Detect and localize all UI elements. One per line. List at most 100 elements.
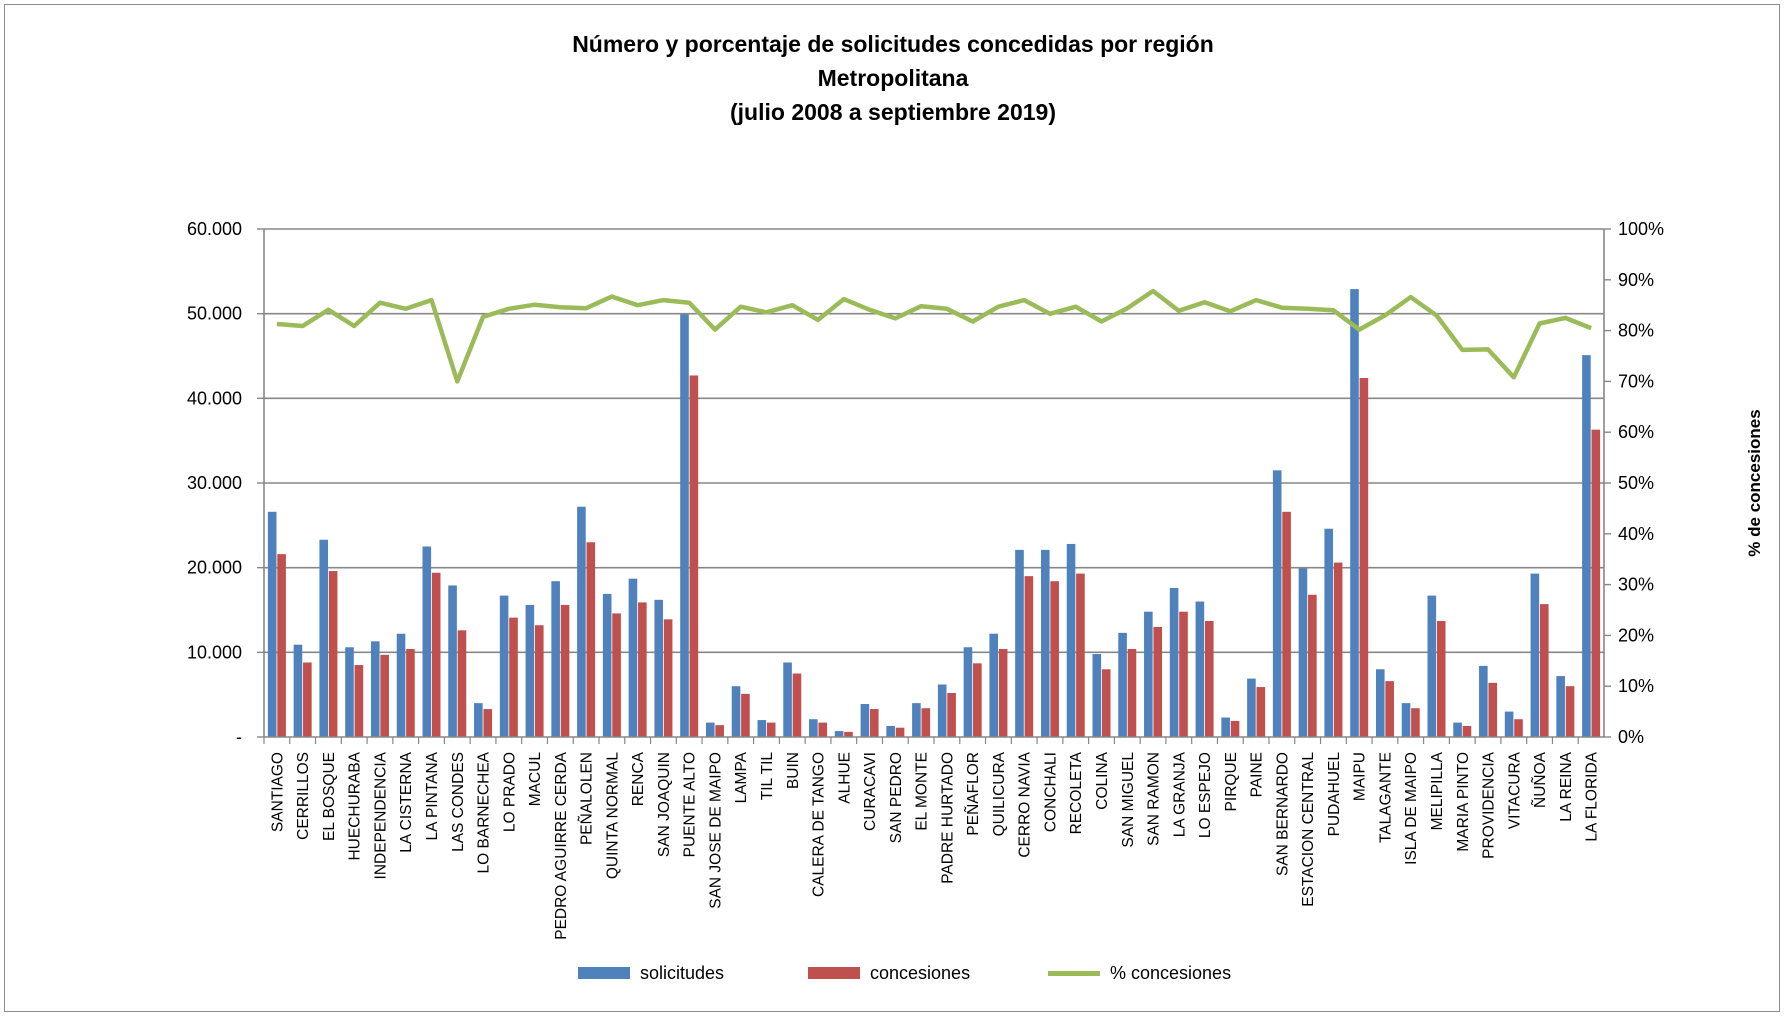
x-category-label: EL BOSQUE (321, 752, 338, 841)
bar-solicitudes (345, 647, 354, 737)
bar-concesiones (380, 654, 389, 737)
bar-concesiones (1333, 562, 1343, 737)
x-category-label: LO PRADO (501, 752, 518, 832)
bar-solicitudes (448, 585, 457, 737)
legend-label-pct: % concesiones (1110, 962, 1232, 983)
bar-solicitudes (809, 719, 818, 737)
bar-solicitudes (628, 578, 638, 737)
x-category-label: MARIA PINTO (1455, 752, 1472, 852)
x-category-label: QUINTA NORMAL (604, 752, 621, 880)
x-category-label: VITACURA (1506, 751, 1523, 829)
x-category-label: ESTACION CENTRAL (1300, 752, 1317, 907)
x-category-label: SAN JOSE DE MAIPO (707, 752, 724, 909)
bar-concesiones (1256, 687, 1266, 737)
bar-solicitudes (1375, 669, 1385, 737)
bar-concesiones (973, 663, 982, 737)
x-category-label: CERRILLOS (295, 752, 312, 840)
y2-tick-label: 90% (1618, 270, 1654, 290)
x-category-label: EL MONTE (914, 752, 931, 831)
bar-concesiones (1359, 378, 1369, 737)
x-category-label: PEÑAFLOR (965, 752, 982, 836)
axes (257, 228, 1611, 744)
x-category-label: ALHUE (836, 752, 853, 804)
bar-concesiones (1050, 581, 1059, 737)
legend-label-solicitudes: solicitudes (640, 962, 725, 983)
x-category-label: LAMPA (733, 751, 750, 803)
bar-concesiones (895, 727, 905, 737)
bar-solicitudes (1350, 289, 1359, 737)
pct-line-group (276, 288, 1592, 384)
legend-item-solicitudes: solicitudes (578, 958, 724, 988)
bar-concesiones (1230, 720, 1240, 737)
x-category-label: PIRQUE (1223, 752, 1240, 811)
bar-concesiones (741, 693, 750, 737)
legend-swatch-concesiones (808, 967, 860, 979)
bar-solicitudes (680, 314, 689, 737)
legend-swatch-pct (1048, 970, 1100, 976)
bar-solicitudes (757, 720, 767, 737)
bar-concesiones (1565, 686, 1575, 737)
bar-solicitudes (1092, 654, 1102, 737)
bar-concesiones (303, 662, 312, 737)
x-category-label: HUECHURABA (347, 751, 364, 860)
bar-concesiones (509, 617, 518, 737)
bar-solicitudes (1015, 549, 1024, 737)
bar-concesiones (792, 673, 802, 737)
bar-concesiones (483, 709, 493, 737)
bar-concesiones (406, 648, 415, 737)
bar-concesiones (869, 709, 879, 737)
bar-solicitudes (525, 604, 535, 737)
x-category-label: TALAGANTE (1377, 752, 1394, 843)
bar-concesiones (1204, 621, 1214, 737)
x-category-label: CALERA DE TANGO (811, 752, 828, 897)
x-category-label: TIL TIL (759, 752, 776, 801)
x-category-label: CERRO NAVIA (1017, 751, 1034, 857)
y2-tick-label: 60% (1618, 422, 1654, 442)
bar-solicitudes (1118, 632, 1127, 737)
x-category-label: PUDAHUEL (1326, 752, 1343, 837)
bar-solicitudes (1195, 601, 1205, 737)
y2-tick-label: 0% (1618, 727, 1644, 747)
bar-concesiones (1101, 669, 1111, 737)
y2-tick-label: 20% (1618, 625, 1654, 645)
x-category-label: RENCA (630, 751, 647, 806)
bar-concesiones (457, 630, 467, 737)
y-tick-label: 30.000 (187, 473, 242, 493)
y2-tick-label: 100% (1618, 219, 1664, 239)
bar-concesiones (1411, 708, 1420, 737)
y-tick-label: 10.000 (187, 642, 242, 662)
bar-solicitudes (499, 595, 509, 737)
bar-solicitudes (370, 641, 380, 737)
x-category-label: LAS CONDES (450, 752, 467, 852)
bar-concesiones (1153, 626, 1163, 737)
bar-solicitudes (654, 599, 664, 737)
bar-concesiones (1127, 648, 1137, 737)
bar-concesiones (1282, 511, 1291, 737)
x-category-label: LA PINTANA (424, 751, 441, 840)
chart-title-line-1: Número y porcentaje de solicitudes conce… (572, 31, 1214, 57)
bar-solicitudes (1040, 549, 1050, 737)
x-category-label: SAN RAMON (1146, 752, 1163, 846)
x-category-label: LA GRANJA (1171, 751, 1188, 837)
x-category-label: ISLA DE MAIPO (1403, 752, 1420, 865)
gridlines (264, 228, 1604, 654)
bar-concesiones (1514, 719, 1523, 737)
x-category-label: PEÑALOLEN (579, 752, 596, 845)
bar-solicitudes (1066, 543, 1076, 737)
x-category-label: CURACAVI (862, 752, 879, 831)
bar-concesiones (818, 722, 828, 737)
bar-solicitudes (1272, 470, 1282, 737)
y-tick-label: - (236, 727, 242, 747)
bar-concesiones (586, 542, 596, 737)
bar-solicitudes (1169, 587, 1179, 737)
x-category-label: BUIN (785, 752, 802, 789)
bar-solicitudes (783, 662, 792, 737)
bar-concesiones (1076, 573, 1085, 737)
x-category-label: MACUL (527, 752, 544, 807)
bar-concesiones (1308, 594, 1317, 737)
chart-title: Número y porcentaje de solicitudes conce… (5, 27, 1781, 129)
bar-solicitudes (422, 546, 432, 737)
x-category-label: PEDRO AGUIRRE CERDA (553, 751, 570, 939)
y-tick-label: 20.000 (187, 558, 242, 578)
bar-concesiones (1385, 681, 1394, 737)
